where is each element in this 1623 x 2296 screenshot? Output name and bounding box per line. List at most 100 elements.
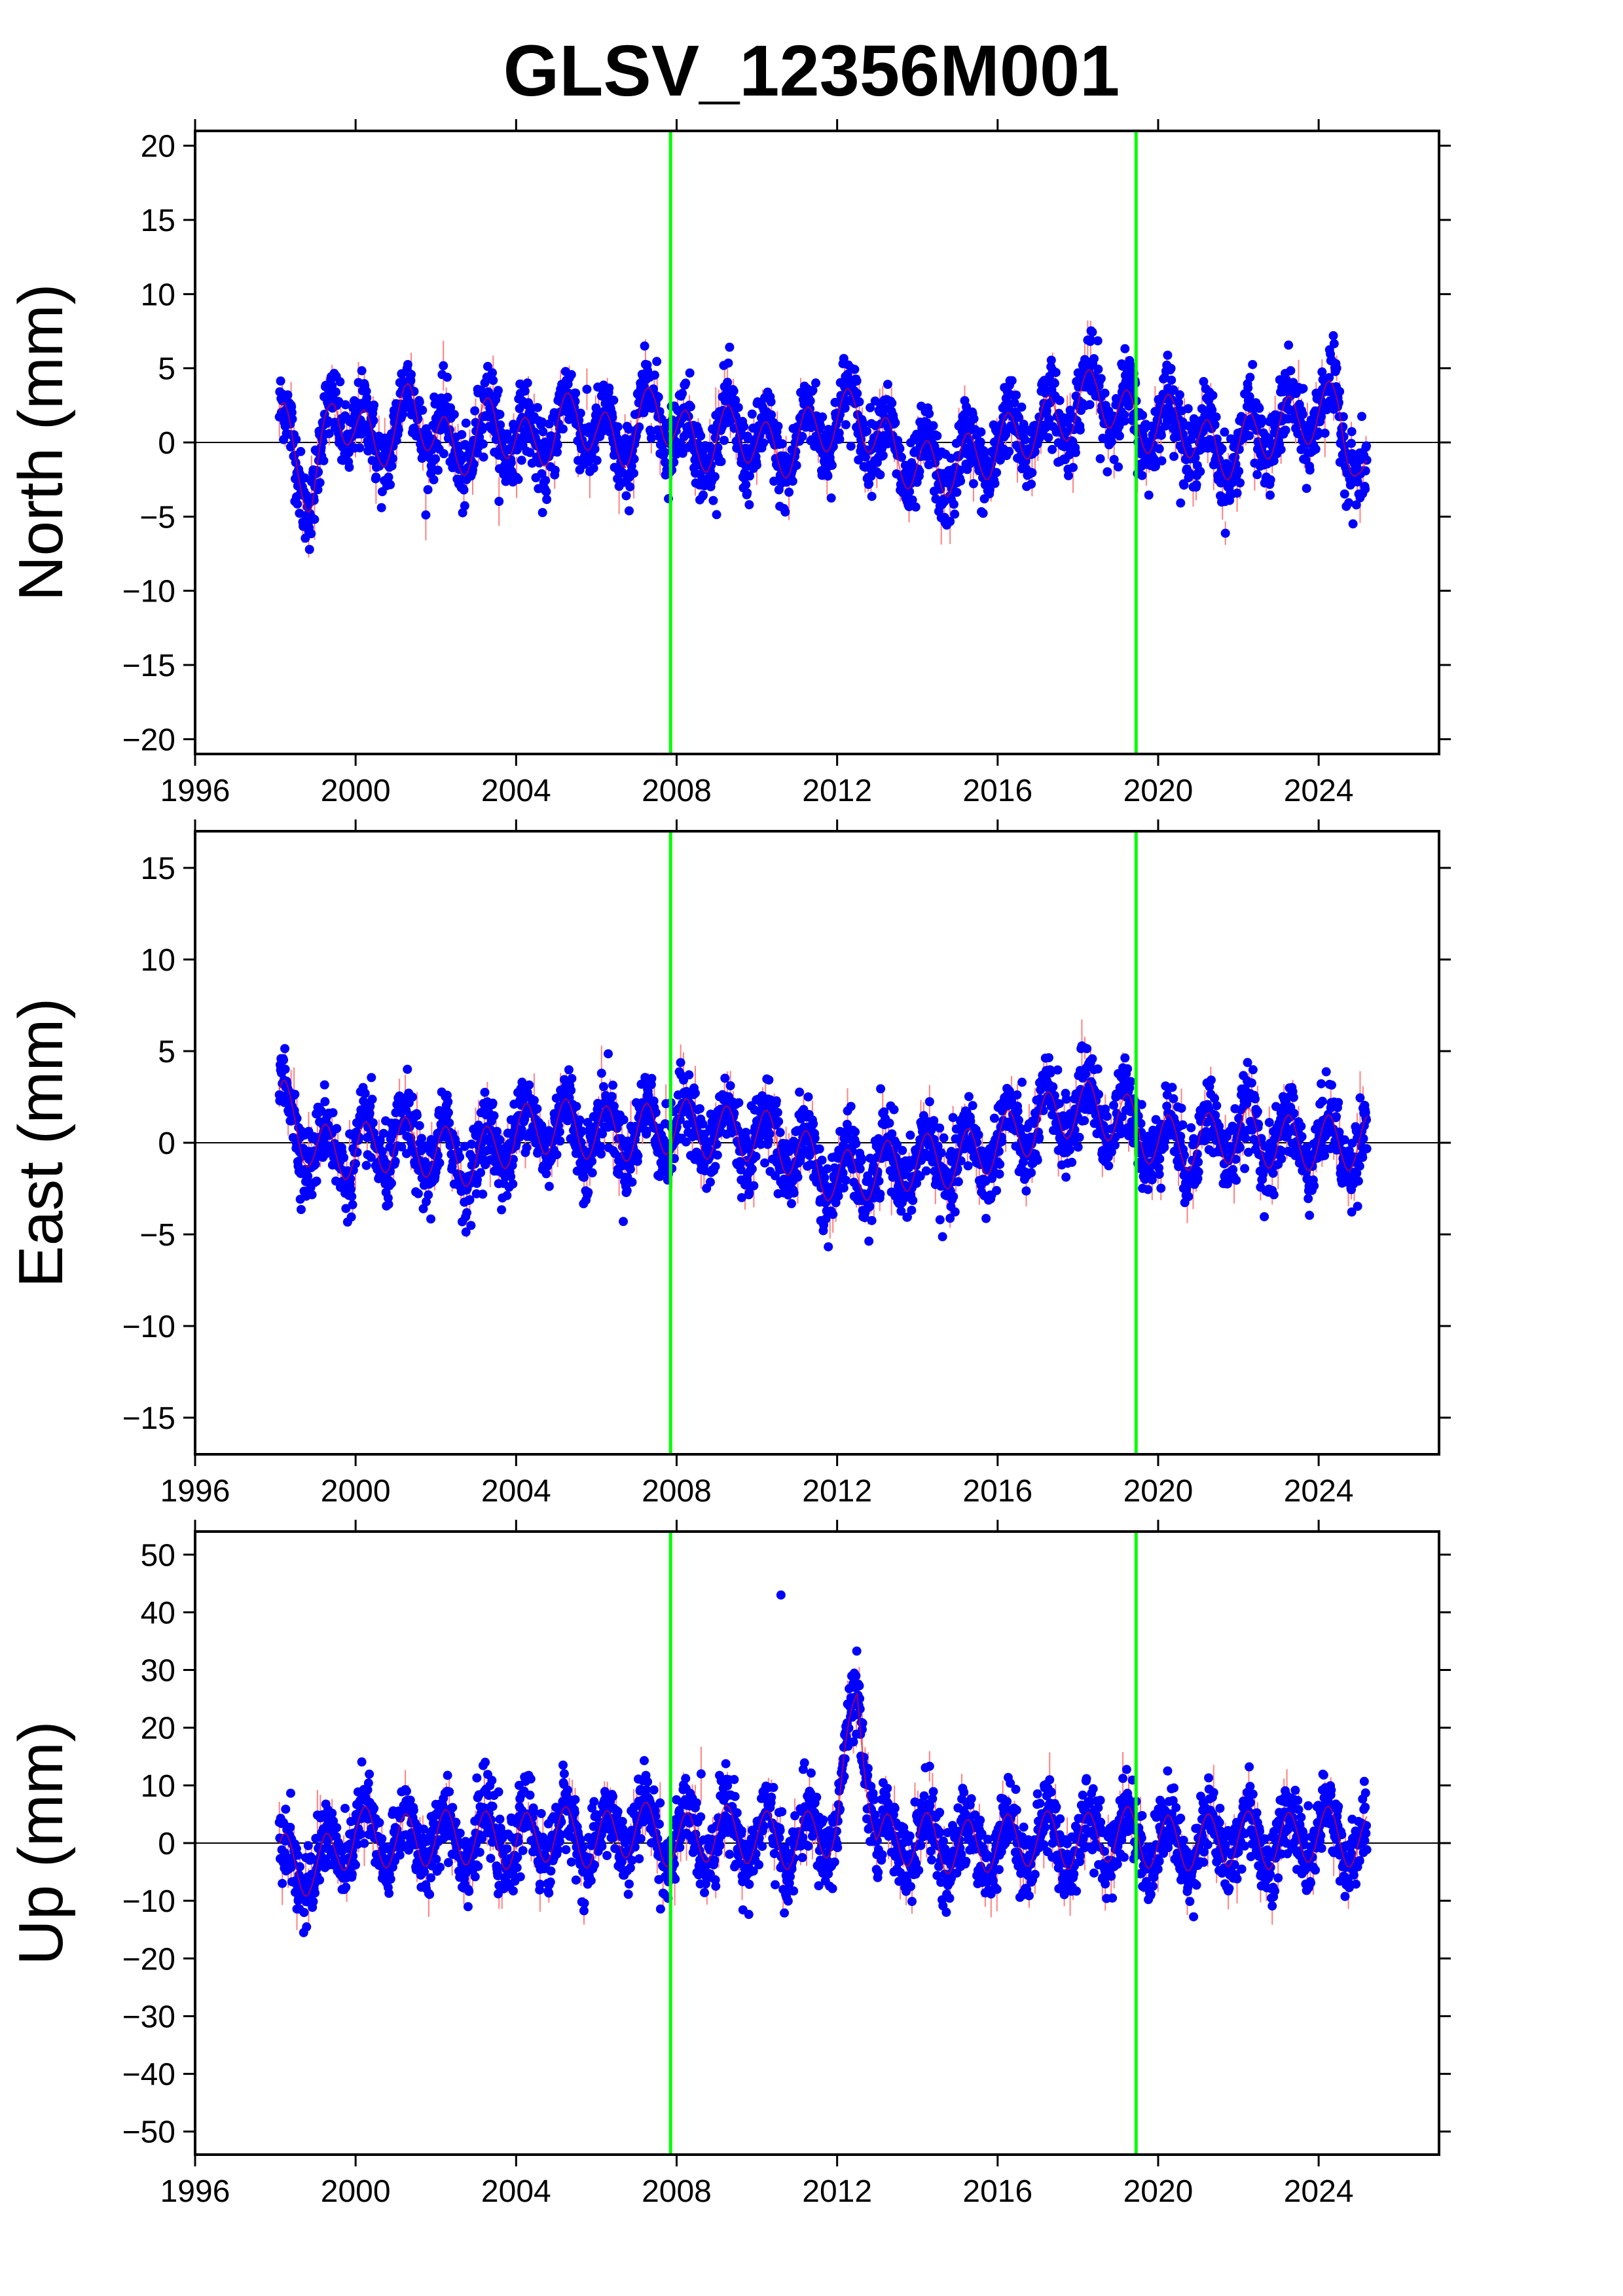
data-point [716,457,726,467]
data-point [1335,387,1345,397]
data-point [649,1096,659,1106]
data-point [369,400,379,410]
data-point [833,1191,843,1201]
data-point [488,1098,498,1108]
data-point [895,444,905,454]
data-point [575,1115,585,1125]
data-point [566,370,576,380]
data-point [651,1107,661,1117]
data-point [708,495,718,505]
data-point [283,390,293,400]
data-point [816,421,826,431]
data-point [352,1147,362,1157]
data-point [520,386,530,396]
data-point [884,1119,894,1128]
data-point [532,1104,542,1114]
data-point [874,1176,884,1186]
data-point [1010,398,1019,408]
data-point [1184,468,1194,478]
data-point [494,497,504,507]
data-point [390,1157,400,1166]
data-point [489,1111,499,1121]
data-point [875,470,885,480]
data-point [495,1135,505,1145]
data-point [506,457,516,467]
data-point [915,467,924,476]
data-point [570,397,580,406]
data-point [622,1186,632,1196]
data-point [347,1192,357,1202]
data-point [924,409,934,419]
data-point [1284,340,1294,350]
data-point [935,1123,945,1133]
y-tick-label: 0 [158,426,175,461]
data-point [1245,392,1254,402]
y-tick-label: 20 [141,130,175,164]
data-point [876,1084,886,1094]
data-point [695,1103,704,1113]
data-point [647,1073,657,1083]
data-point [771,1096,781,1106]
data-point [889,1105,899,1115]
data-point [915,1172,925,1181]
data-point [1169,385,1178,395]
data-point [841,1175,851,1185]
data-point [685,368,695,378]
x-tick-label: 2000 [321,774,391,808]
data-point [777,439,787,449]
data-point [1044,433,1053,442]
chart-title: GLSV_12356M001 [503,31,1120,111]
data-point [387,461,397,471]
data-point [897,452,907,462]
data-point [502,1191,512,1200]
data-point [672,1122,682,1132]
data-point [1176,498,1186,508]
data-point [1044,414,1054,424]
data-point [896,1206,906,1216]
data-point [1093,365,1103,374]
data-point [313,485,323,495]
data-point [1264,434,1274,444]
data-point [1344,498,1354,508]
data-point [936,1148,946,1158]
data-point [775,1128,785,1138]
data-point [449,410,459,420]
data-point [705,1177,715,1187]
data-point [476,1168,486,1177]
data-point [290,1089,300,1099]
data-point [736,1165,746,1175]
data-point [416,1134,426,1143]
data-point [1230,452,1240,462]
data-point [455,1152,465,1162]
data-point [1093,336,1103,346]
data-point [723,358,733,368]
data-point [1360,484,1370,494]
data-point [739,422,749,431]
data-point [1328,331,1338,340]
data-point [386,1166,395,1176]
data-point [826,493,836,503]
data-point [1179,480,1189,490]
data-point [978,509,988,518]
data-point [384,1200,393,1210]
x-tick-label: 2004 [481,774,551,808]
data-point [598,1082,608,1092]
data-point [550,465,560,475]
x-tick-label: 2020 [1123,774,1194,808]
data-point [1114,431,1124,441]
data-point [678,389,687,399]
data-point [898,1145,907,1155]
data-point [1252,470,1262,480]
data-point [838,1168,848,1178]
data-point [1013,412,1023,422]
data-point [857,1154,867,1164]
data-point [767,410,776,420]
data-point [1207,405,1217,415]
data-point [344,462,354,472]
data-point [276,376,285,386]
data-point [496,420,505,430]
data-point [887,398,897,408]
y-tick-label: −10 [122,575,175,609]
data-point [386,1178,396,1188]
data-point [773,422,783,431]
